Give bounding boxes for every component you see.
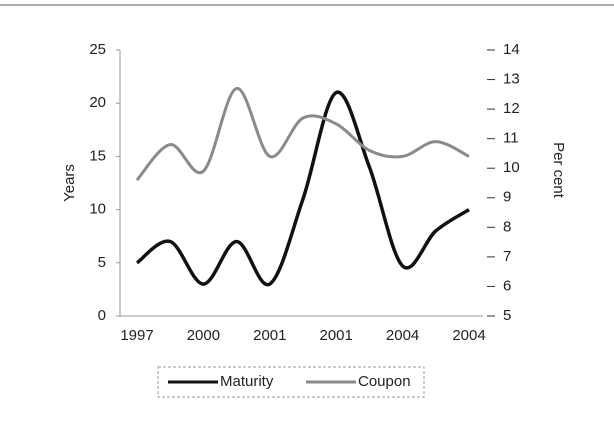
y-axis-label: Years [61,164,78,202]
y2-tick-label: 11 [503,130,519,147]
x-tick-label: 2001 [253,327,286,344]
y-tick-label: 10 [89,201,106,218]
y2-tick-label: 7 [503,248,511,265]
y2-tick-label: 6 [503,277,511,294]
x-tick-label: 2004 [386,327,419,344]
y2-tick-label: 5 [503,307,511,324]
y-tick-label: 5 [98,254,106,271]
y2-tick-label: 12 [503,100,520,117]
y-tick-label: 20 [89,94,106,111]
y2-tick-label: 8 [503,218,511,235]
y2-tick-label: 13 [503,71,520,88]
y2-tick-label: 9 [503,189,511,206]
y-tick-label: 15 [89,147,106,164]
x-tick-label: 2004 [452,327,485,344]
y-tick-label: 0 [98,307,106,324]
y2-axis-label: Per cent [550,142,567,199]
x-tick-label: 2000 [187,327,220,344]
x-tick-label: 2001 [320,327,353,344]
legend-label: Coupon [358,373,411,390]
x-tick-label: 1997 [120,327,153,344]
y-tick-label: 25 [89,41,106,58]
legend-label: Maturity [220,373,274,390]
y2-tick-label: 14 [503,41,520,58]
line-0 [135,90,470,287]
line-1 [135,86,470,182]
legend-box [157,366,425,398]
y2-tick-label: 10 [503,159,520,176]
